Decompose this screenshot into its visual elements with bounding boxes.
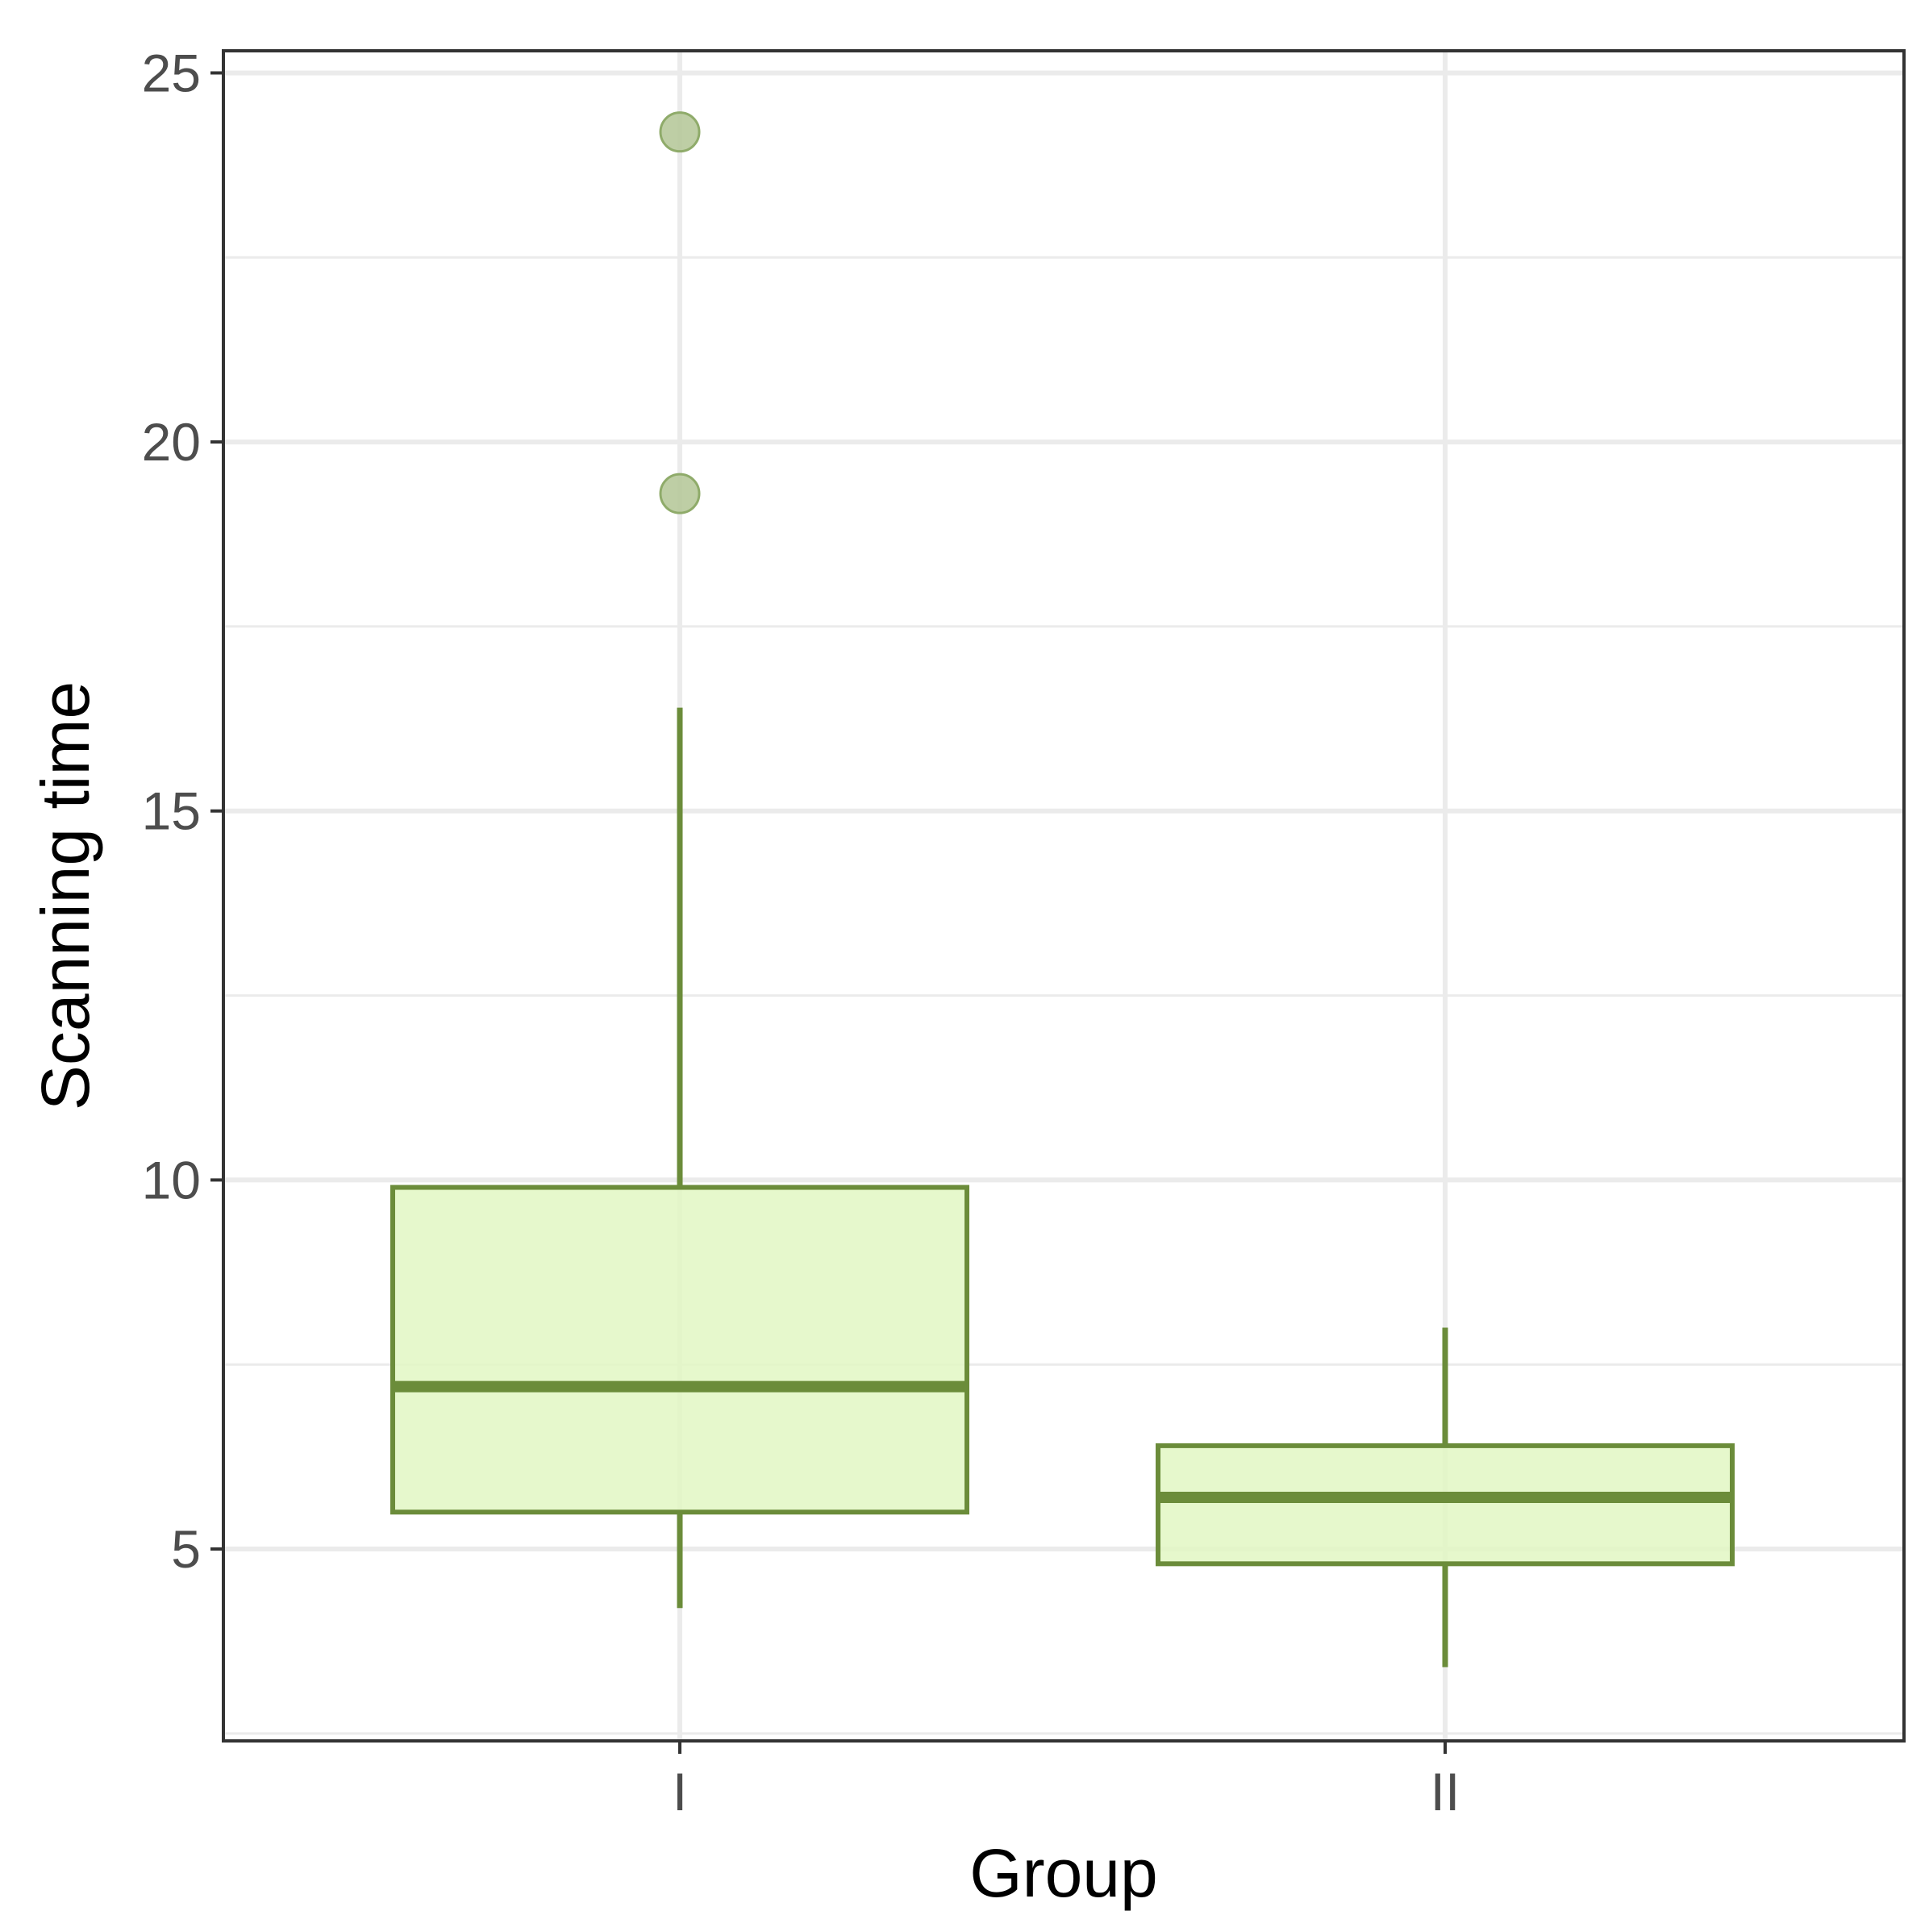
x-axis-title: Group	[969, 1835, 1157, 1911]
boxes	[390, 111, 1735, 1668]
box-group-I	[390, 111, 969, 1609]
outlier-point	[659, 111, 701, 153]
x-tick-label: I	[673, 1762, 687, 1822]
y-tick-label: 25	[142, 43, 201, 102]
panel-border	[222, 49, 1906, 1743]
y-tick-label: 5	[171, 1519, 201, 1579]
y-tick-label: 10	[142, 1150, 201, 1210]
box-iqr	[1156, 1443, 1735, 1567]
x-tick-label: II	[1431, 1762, 1460, 1822]
box-iqr	[390, 1185, 969, 1515]
box-group-II	[1156, 1327, 1735, 1668]
y-axis: 5 10 15 20 25	[142, 43, 223, 1579]
x-axis: I II	[673, 1741, 1460, 1822]
y-tick-label: 20	[142, 412, 201, 472]
y-axis-title: Scanning time	[27, 681, 103, 1110]
y-tick-label: 15	[142, 781, 201, 841]
outlier-point	[659, 473, 701, 514]
